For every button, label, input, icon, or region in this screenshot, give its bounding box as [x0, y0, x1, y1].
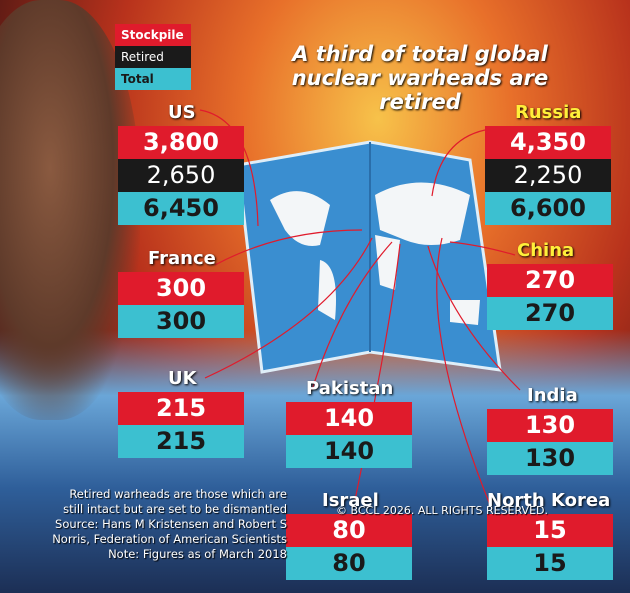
country-name: China — [517, 240, 575, 261]
country-name: Pakistan — [306, 378, 394, 399]
stockpile-value: 215 — [118, 392, 244, 425]
total-value: 270 — [487, 297, 613, 330]
legend-item: Stockpile — [115, 24, 191, 46]
stockpile-value: 4,350 — [485, 126, 611, 159]
country-name: North Korea — [487, 490, 611, 511]
country-name: UK — [168, 368, 197, 389]
total-value: 130 — [487, 442, 613, 475]
stockpile-value: 270 — [487, 264, 613, 297]
note-line: Retired warheads are those which are sti… — [63, 487, 287, 516]
retired-value: 2,250 — [485, 159, 611, 192]
note-line: Note: Figures as of March 2018 — [108, 547, 287, 561]
country-name: Russia — [515, 102, 582, 123]
country-name: France — [148, 248, 216, 269]
stockpile-value: 300 — [118, 272, 244, 305]
stockpile-value: 80 — [286, 514, 412, 547]
country-name: US — [168, 102, 196, 123]
retired-value: 2,650 — [118, 159, 244, 192]
country-name: India — [527, 385, 578, 406]
total-value: 6,600 — [485, 192, 611, 225]
total-value: 6,450 — [118, 192, 244, 225]
footnote: Retired warheads are those which are sti… — [52, 487, 287, 562]
legend-item: Retired — [115, 46, 191, 68]
stockpile-value: 140 — [286, 402, 412, 435]
total-value: 80 — [286, 547, 412, 580]
watermark: © BCCL 2026. ALL RIGHTS RESERVED. — [336, 504, 548, 517]
stockpile-value: 3,800 — [118, 126, 244, 159]
total-value: 215 — [118, 425, 244, 458]
total-value: 300 — [118, 305, 244, 338]
total-value: 15 — [487, 547, 613, 580]
total-value: 140 — [286, 435, 412, 468]
continents — [270, 182, 480, 325]
stockpile-value: 15 — [487, 514, 613, 547]
stockpile-value: 130 — [487, 409, 613, 442]
legend-item: Total — [115, 68, 191, 90]
note-line: Source: Hans M Kristensen and Robert S N… — [52, 517, 287, 546]
country-name: Israel — [322, 490, 379, 511]
title: A third of total global nuclear warheads… — [291, 42, 549, 114]
